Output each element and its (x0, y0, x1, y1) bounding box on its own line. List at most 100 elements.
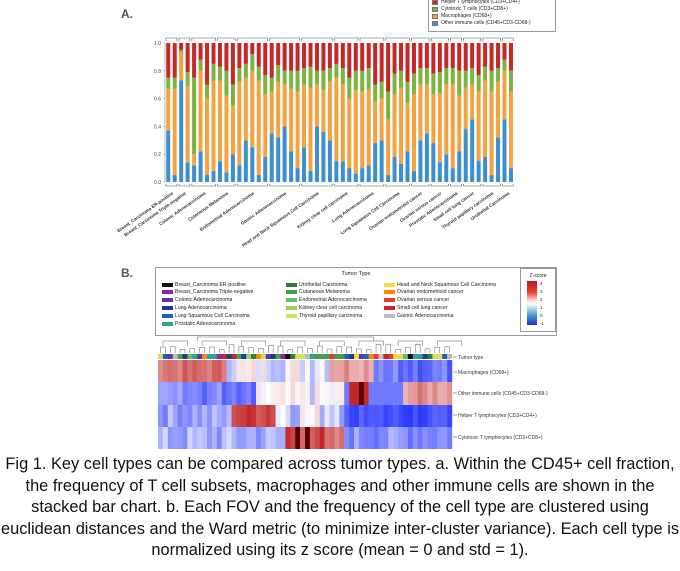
heatmap-cell (442, 427, 448, 449)
heatmap-cell (231, 427, 237, 449)
legend-entry: Other immune cells (CD45+CD3-CD68-) (429, 20, 555, 27)
heatmap-cell (329, 382, 335, 405)
heatmap-cell (251, 405, 257, 427)
legend-swatch (286, 290, 297, 295)
tumor-type-cell (236, 354, 242, 359)
tumor-type-cell (383, 354, 389, 359)
heatmap-cell (378, 427, 384, 449)
group-bracket-bottom (450, 184, 462, 187)
heatmap-cell (388, 405, 394, 427)
bar-segment (243, 77, 248, 141)
tumor-type-cell (158, 354, 164, 359)
heatmap-cell (192, 427, 198, 449)
heatmap-cell (427, 382, 433, 405)
heatmap-cell (231, 360, 237, 382)
heatmap-cell (241, 405, 247, 427)
bar-segment (470, 119, 475, 182)
heatmap-cell (344, 382, 350, 405)
bar-segment (217, 161, 222, 182)
heatmap-cell (329, 405, 335, 427)
legend-entry: Macrophages (CD68+) (429, 13, 555, 20)
bar-segment (502, 59, 507, 71)
bar-segment (496, 137, 501, 182)
bar-segment (321, 90, 326, 132)
legend-swatch (286, 305, 297, 310)
bar-segment (172, 175, 177, 182)
y-tick-label: 0.0 (154, 180, 161, 186)
zscore-legend: Z-score 4 3 2 1 0 -1 (520, 268, 556, 332)
bar-segment (334, 43, 339, 64)
heatmap-cell (260, 360, 266, 382)
heatmap-cell (378, 382, 384, 405)
heatmap-cell (442, 382, 448, 405)
bar-segment (192, 43, 197, 78)
heatmap-cell (295, 360, 301, 382)
legend-label: Endometrial Adenocarcinoma (299, 297, 367, 304)
group-bracket (191, 37, 217, 41)
heatmap-cell (309, 427, 315, 449)
heatmap-cell (270, 382, 276, 405)
heatmap-cell (398, 360, 404, 382)
heatmap-cell (363, 427, 369, 449)
heatmap-cell (172, 405, 178, 427)
heatmap-cell (412, 405, 418, 427)
heatmap-cell (344, 427, 350, 449)
tumor-type-cell (256, 354, 262, 359)
heatmap-cell (236, 405, 242, 427)
legend-swatch (286, 282, 297, 287)
legend-swatch (162, 313, 173, 318)
heatmap-cell (432, 427, 438, 449)
group-bracket-bottom (236, 184, 268, 187)
tumor-type-cell (422, 354, 428, 359)
heatmap-cell (417, 360, 423, 382)
tumor-type-legend-entry: Lung Adenocarcinoma (162, 304, 227, 311)
heatmap-cell (339, 360, 345, 382)
heatmap-cell (167, 360, 173, 382)
bar-segment (418, 68, 423, 85)
bar-segment (340, 84, 345, 162)
group-bracket-bottom (463, 184, 482, 187)
bar-segment (237, 81, 242, 166)
bar-segment (418, 43, 423, 69)
heatmap-cell (319, 405, 325, 427)
heatmap-cell (207, 427, 213, 449)
heatmap-cell (422, 427, 428, 449)
bar-segment (276, 43, 281, 66)
panel-a-legend: Helper T lymphocytes (CD3+CD4+) Cytotoxic… (428, 0, 556, 32)
heatmap-cell (197, 382, 203, 405)
tumor-type-legend-entry: Head and Neck Squamous Cell Carcinoma (384, 281, 496, 288)
heatmap-cell (295, 427, 301, 449)
bar-segment (386, 43, 391, 92)
bar-segment (502, 119, 507, 182)
heatmap-cell (187, 382, 193, 405)
bar-segment (437, 162, 442, 182)
heatmap-cell (358, 382, 364, 405)
heatmap-cell (290, 405, 296, 427)
bar-segment (327, 68, 332, 82)
tumor-type-cell (260, 354, 266, 359)
bar-segment (217, 66, 222, 81)
heatmap-cell (383, 360, 389, 382)
bar-segment (256, 66, 261, 81)
heatmap-cell (211, 427, 217, 449)
legend-swatch (162, 290, 173, 295)
heatmap-cell (216, 405, 222, 427)
bar-segment (373, 143, 378, 182)
bar-segment (302, 68, 307, 85)
heatmap-cell (221, 360, 227, 382)
group-bracket-bottom (165, 184, 178, 187)
legend-label: Colonic Adenocarcinoma (175, 297, 233, 304)
heatmap-cell (432, 405, 438, 427)
tumor-type-cell (388, 354, 394, 359)
bar-segment (347, 168, 352, 182)
heatmap-cell (246, 427, 252, 449)
heatmap-cell (407, 405, 413, 427)
heatmap-row-label: Helper T lymphocytes (CD3+CD4+) (458, 413, 537, 419)
legend-label: Thyroid papillary carcinoma (299, 312, 363, 319)
heatmap-row-label: Cytotoxic T lymphocytes (CD3+CD8+) (458, 435, 543, 441)
legend-swatch (384, 313, 395, 318)
bar-segment (295, 70, 300, 92)
heatmap-cell (167, 405, 173, 427)
bar-segment (198, 151, 203, 182)
heatmap-cell (393, 427, 399, 449)
